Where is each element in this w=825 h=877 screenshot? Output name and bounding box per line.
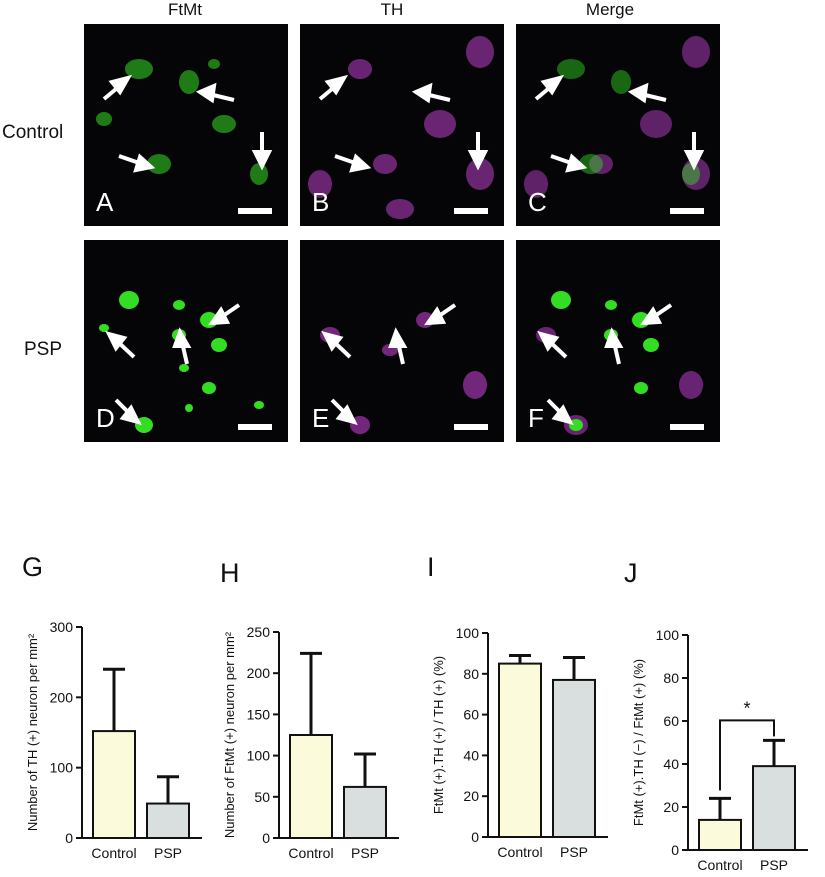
bar-psp [752, 765, 796, 851]
bar-psp [552, 678, 596, 838]
arrows [321, 303, 457, 426]
y-tick-label: 100 [50, 760, 74, 776]
chart-letter-i: I [427, 552, 435, 582]
panel-letter-a: A [96, 187, 114, 217]
chart-letter-g: G [22, 552, 44, 582]
arrows [105, 303, 241, 426]
chart-letter-j: J [624, 558, 638, 588]
y-tick-label: 80 [463, 666, 479, 682]
x-tick-label: Control [288, 845, 333, 861]
ftmt-signal [96, 59, 268, 185]
bar-chart-g: Number of TH (+) neuron per mm² 0 100 200 30… [25, 619, 202, 861]
ftmt-signal [99, 291, 264, 433]
scale-bar [238, 208, 272, 214]
y-tick-label: 200 [50, 689, 74, 705]
panel-letter-b: B [312, 187, 330, 217]
chart-g: Number of TH (+) neuron per mm² 0 100 200 30… [0, 600, 215, 877]
y-tick-label: 40 [463, 747, 479, 763]
panel-letter-c: C [528, 187, 547, 217]
bar-psp [343, 785, 387, 840]
y-tick-label: 60 [663, 713, 679, 729]
panel-e-th-psp: E [300, 240, 504, 442]
y-tick-label: 100 [656, 627, 680, 643]
bar-chart-i: FtMt (+).TH (+) / TH (+) (%) 0 20 40 60 80 100… [431, 625, 608, 860]
ftmt-signal [557, 59, 700, 185]
bar-chart-h: Number of FtMt (+) neuron per mm² 0 50 100 1… [222, 624, 399, 861]
y-tick-label: 0 [262, 830, 270, 846]
panel-letter-e: E [312, 403, 330, 433]
bar-control [92, 730, 136, 840]
y-tick-label: 40 [663, 756, 679, 772]
y-tick-label: 100 [456, 625, 480, 641]
scale-bar [670, 424, 704, 430]
chart-i: FtMt (+).TH (+) / TH (+) (%) 0 20 40 60 80 100… [420, 600, 620, 877]
y-tick-label: 200 [247, 665, 271, 681]
y-tick-label: 100 [247, 748, 271, 764]
scale-bar [454, 208, 488, 214]
y-tick-label: 50 [254, 789, 270, 805]
x-tick-label: Control [91, 845, 136, 861]
arrows [534, 74, 705, 173]
panel-b-th-control: B [300, 24, 504, 226]
x-tick-label: Control [697, 857, 742, 872]
panel-d-ftmt-psp: D [84, 240, 288, 442]
column-title-merge: Merge [585, 0, 635, 19]
bar-psp [146, 802, 190, 839]
y-tick-label: 0 [471, 829, 479, 845]
arrows [102, 74, 273, 173]
y-tick-label: 80 [663, 670, 679, 686]
y-tick-label: 20 [463, 788, 479, 804]
y-tick-label: 0 [671, 842, 679, 858]
y-tick-label: 0 [65, 830, 73, 846]
y-tick-label: 60 [463, 707, 479, 723]
panel-letter-f: F [528, 403, 544, 433]
y-tick-label: 150 [247, 706, 271, 722]
bar-control [498, 662, 542, 838]
y-tick-label: 250 [247, 624, 271, 640]
y-tick-label: 20 [663, 799, 679, 815]
arrows [537, 303, 673, 426]
column-title-th: TH [380, 0, 404, 19]
row-label-control: Control [2, 122, 64, 143]
y-axis-label: Number of FtMt (+) neuron per mm² [222, 631, 237, 838]
row-label-psp: PSP [24, 339, 63, 360]
th-signal [524, 36, 710, 198]
significance-marker: * [743, 698, 750, 718]
bar-control [698, 818, 742, 851]
significance-bracket [719, 719, 775, 791]
y-axis-label: Number of TH (+) neuron per mm² [25, 633, 40, 831]
scale-bar [238, 424, 272, 430]
panel-f-merge-psp: F [516, 240, 720, 442]
scale-bar [454, 424, 488, 430]
arrows [318, 74, 489, 173]
x-tick-label: PSP [760, 857, 788, 872]
panel-c-merge-control: C [516, 24, 720, 226]
x-tick-label: PSP [560, 844, 588, 860]
chart-j: FtMt (+).TH (−) / FtMt (+) (%) 0 20 40 60 80 1… [620, 600, 825, 877]
ftmt-signal [551, 291, 659, 431]
bar-chart-j: FtMt (+).TH (−) / FtMt (+) (%) 0 20 40 60 80 1… [631, 627, 808, 873]
th-signal [308, 36, 494, 219]
y-axis-label: FtMt (+).TH (+) / TH (+) (%) [431, 656, 446, 814]
chart-h: Number of FtMt (+) neuron per mm² 0 50 100 1… [215, 600, 420, 877]
x-tick-label: PSP [154, 845, 182, 861]
y-tick-label: 300 [50, 619, 74, 635]
column-title-ftmt: FtMt [168, 0, 202, 19]
chart-letter-h: H [220, 558, 240, 588]
panel-letter-d: D [96, 403, 115, 433]
panel-a-ftmt-control: A [84, 24, 288, 226]
x-tick-label: PSP [351, 845, 379, 861]
scale-bar [670, 208, 704, 214]
bar-control [289, 734, 333, 839]
x-tick-label: Control [497, 844, 542, 860]
y-axis-label: FtMt (+).TH (−) / FtMt (+) (%) [631, 659, 646, 826]
